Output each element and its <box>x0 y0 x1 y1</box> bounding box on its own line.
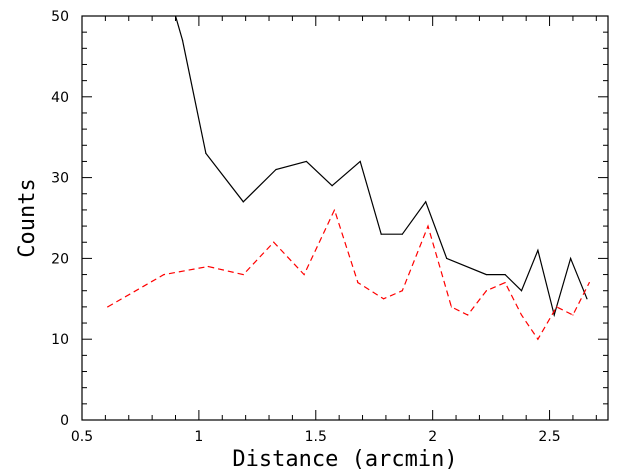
y-tick-label-2: 20 <box>51 251 69 267</box>
series-0-point-15 <box>537 250 538 251</box>
series-1-point-15 <box>521 314 522 315</box>
series-1-point-3 <box>243 274 244 275</box>
series-1-point-17 <box>556 306 557 307</box>
axis-ticks: 0.5 1 1.5 2 2.5 0 10 20 30 40 50 <box>51 9 608 445</box>
x-tick-label-1: 1 <box>194 429 203 445</box>
series-1-point-0 <box>107 306 108 307</box>
plot-frame <box>82 16 608 420</box>
series-1-point-1 <box>163 274 164 275</box>
series-0-point-6 <box>332 185 333 186</box>
y-tick-label-3: 30 <box>51 171 69 187</box>
series-1-point-10 <box>427 225 428 226</box>
series-0-point-0 <box>173 7 174 8</box>
series-1-point-9 <box>402 290 403 291</box>
series-0-point-16 <box>554 314 555 315</box>
series-1-point-2 <box>208 266 209 267</box>
series-1-point-18 <box>572 314 573 315</box>
series-0-point-1 <box>182 40 183 41</box>
x-tick-label-0: 0.5 <box>71 429 93 445</box>
series-1-point-13 <box>486 290 487 291</box>
series-1-point-6 <box>334 209 335 210</box>
x-tick-label-3: 2 <box>428 429 437 445</box>
series-0-point-10 <box>425 201 426 202</box>
series-0-point-3 <box>243 201 244 202</box>
series-1-point-14 <box>505 282 506 283</box>
series-1-point-7 <box>357 282 358 283</box>
series-0-point-8 <box>381 234 382 235</box>
series-1-point-11 <box>451 306 452 307</box>
series-1-point-16 <box>537 339 538 340</box>
series-line-0 <box>173 8 587 315</box>
y-tick-label-1: 10 <box>51 332 69 348</box>
y-axis-title: Counts <box>15 178 40 257</box>
x-tick-label-4: 2.5 <box>538 429 560 445</box>
series-1-point-19 <box>589 282 590 283</box>
series-0-point-14 <box>521 290 522 291</box>
series-0-point-4 <box>275 169 276 170</box>
series-0-point-18 <box>586 298 587 299</box>
y-tick-label-5: 50 <box>51 9 69 25</box>
x-tick-label-2: 1.5 <box>305 429 327 445</box>
x-axis-title: Distance (arcmin) <box>232 447 457 470</box>
y-tick-label-4: 40 <box>51 90 69 106</box>
series-1-point-5 <box>303 274 304 275</box>
series-0-point-17 <box>570 258 571 259</box>
series-1-point-8 <box>383 298 384 299</box>
series-1-point-12 <box>467 314 468 315</box>
series-1-point-4 <box>273 242 274 243</box>
series-line-1 <box>108 210 590 339</box>
series-0-point-2 <box>205 153 206 154</box>
y-tick-label-0: 0 <box>60 413 69 429</box>
series-0-point-12 <box>486 274 487 275</box>
series-layer <box>107 7 590 339</box>
series-0-point-13 <box>505 274 506 275</box>
series-0-point-5 <box>306 161 307 162</box>
series-0-point-7 <box>360 161 361 162</box>
series-0-point-9 <box>402 234 403 235</box>
series-0-point-11 <box>446 258 447 259</box>
